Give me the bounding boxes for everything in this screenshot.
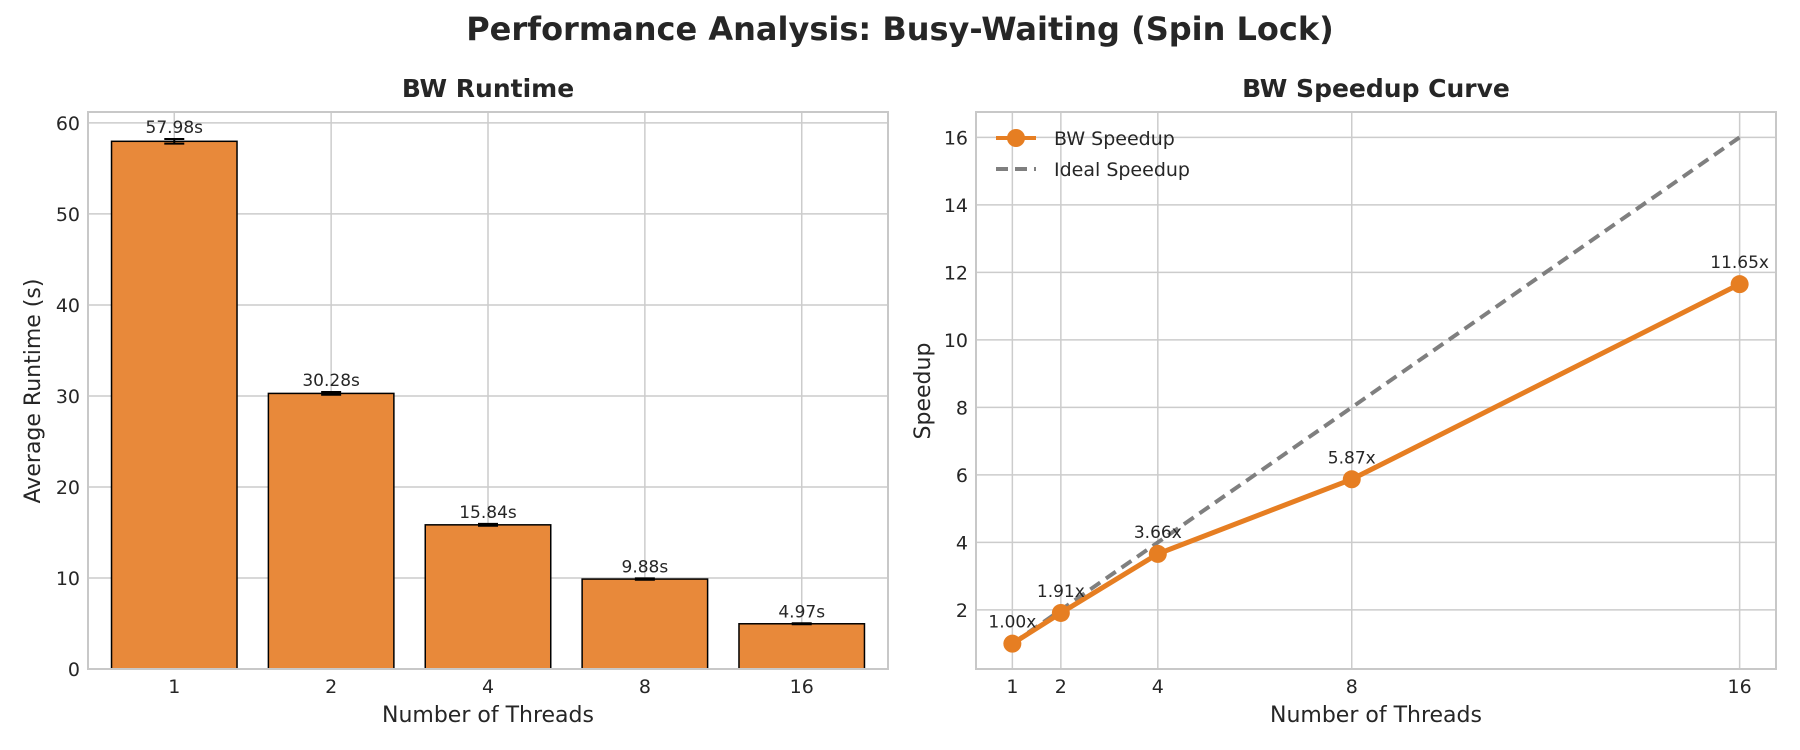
runtime-x-tick-label: 4: [482, 676, 494, 698]
bw-speedup-data-label: 3.66x: [1134, 523, 1182, 543]
runtime-plot-frame: [87, 111, 889, 670]
legend-bw-speedup-marker: [1007, 129, 1025, 147]
runtime-x-axis-label: Number of Threads: [382, 703, 594, 728]
speedup-line-chart: BW Speedup Curve 1.00x1.91x3.66x5.87x11.…: [911, 74, 1777, 728]
speedup-y-tick-label: 2: [956, 600, 968, 622]
bw-speedup-point: [1342, 470, 1361, 489]
runtime-y-tick-label: 0: [68, 659, 80, 681]
runtime-x-tick-label: 8: [639, 676, 651, 698]
runtime-y-axis-label: Average Runtime (s): [21, 279, 46, 504]
speedup-x-axis-label: Number of Threads: [1270, 703, 1482, 728]
runtime-y-tick-label: 30: [56, 386, 80, 408]
bw-speedup-point: [1148, 544, 1167, 563]
bw-speedup-point: [1051, 603, 1070, 622]
legend-bw-speedup-label: BW Speedup: [1054, 128, 1175, 150]
bw-speedup-data-label: 5.87x: [1328, 448, 1376, 468]
speedup-x-tick-label: 1: [1006, 676, 1018, 698]
runtime-y-tick-label: 60: [56, 113, 80, 135]
bw-speedup-data-label: 1.91x: [1037, 582, 1085, 602]
runtime-bar-chart: BW Runtime 57.98s30.28s15.84s9.88s4.97s …: [21, 74, 889, 728]
runtime-data-label: 15.84s: [459, 503, 517, 523]
runtime-bar: [581, 578, 709, 670]
runtime-bar: [738, 623, 866, 670]
bw-speedup-data-label: 1.00x: [988, 613, 1036, 633]
speedup-y-tick-label: 16: [944, 127, 968, 149]
speedup-y-axis-label: Speedup: [911, 343, 936, 440]
speedup-x-tick-label: 8: [1346, 676, 1358, 698]
speedup-y-tick-label: 6: [956, 465, 968, 487]
runtime-x-tick-label: 2: [325, 676, 337, 698]
bw-speedup-point: [1003, 634, 1022, 653]
runtime-ticks: 0 10 20 30 40 50 60 1 2 4 8 16: [56, 113, 814, 698]
bw-speedup-data-label: 11.65x: [1710, 253, 1769, 273]
speedup-x-tick-label: 2: [1055, 676, 1067, 698]
speedup-y-tick-label: 4: [956, 532, 968, 554]
runtime-data-label: 9.88s: [622, 557, 669, 577]
bw-speedup-point: [1730, 275, 1749, 294]
runtime-bar: [424, 524, 552, 670]
speedup-grid: [976, 112, 1776, 669]
speedup-chart-title: BW Speedup Curve: [1242, 74, 1510, 103]
runtime-y-tick-label: 20: [56, 477, 80, 499]
runtime-x-tick-label: 16: [790, 676, 814, 698]
runtime-chart-title: BW Runtime: [402, 74, 574, 103]
runtime-y-tick-label: 50: [56, 204, 80, 226]
legend-ideal-speedup-label: Ideal Speedup: [1054, 159, 1190, 181]
speedup-legend: BW Speedup Ideal Speedup: [996, 128, 1190, 181]
speedup-x-tick-label: 16: [1728, 676, 1752, 698]
speedup-x-tick-label: 4: [1152, 676, 1164, 698]
speedup-y-tick-label: 14: [944, 195, 968, 217]
runtime-data-label: 4.97s: [778, 602, 825, 622]
runtime-data-label: 30.28s: [302, 371, 360, 391]
runtime-bars: 57.98s 30.28s 15.84s 9.88s 4.97s: [110, 118, 866, 670]
speedup-y-tick-label: 10: [944, 330, 968, 352]
runtime-y-tick-label: 10: [56, 568, 80, 590]
runtime-bar: [267, 392, 395, 670]
speedup-y-tick-label: 8: [956, 397, 968, 419]
speedup-plot-frame: [975, 111, 1777, 670]
runtime-y-tick-label: 40: [56, 295, 80, 317]
figure-title: Performance Analysis: Busy-Waiting (Spin…: [466, 10, 1334, 48]
runtime-x-tick-label: 1: [168, 676, 180, 698]
speedup-y-tick-label: 12: [944, 262, 968, 284]
ideal-speedup-line: [1011, 135, 1741, 646]
runtime-bar: [110, 140, 238, 670]
runtime-data-label: 57.98s: [146, 118, 204, 138]
bw-speedup-line: [1011, 281, 1741, 646]
